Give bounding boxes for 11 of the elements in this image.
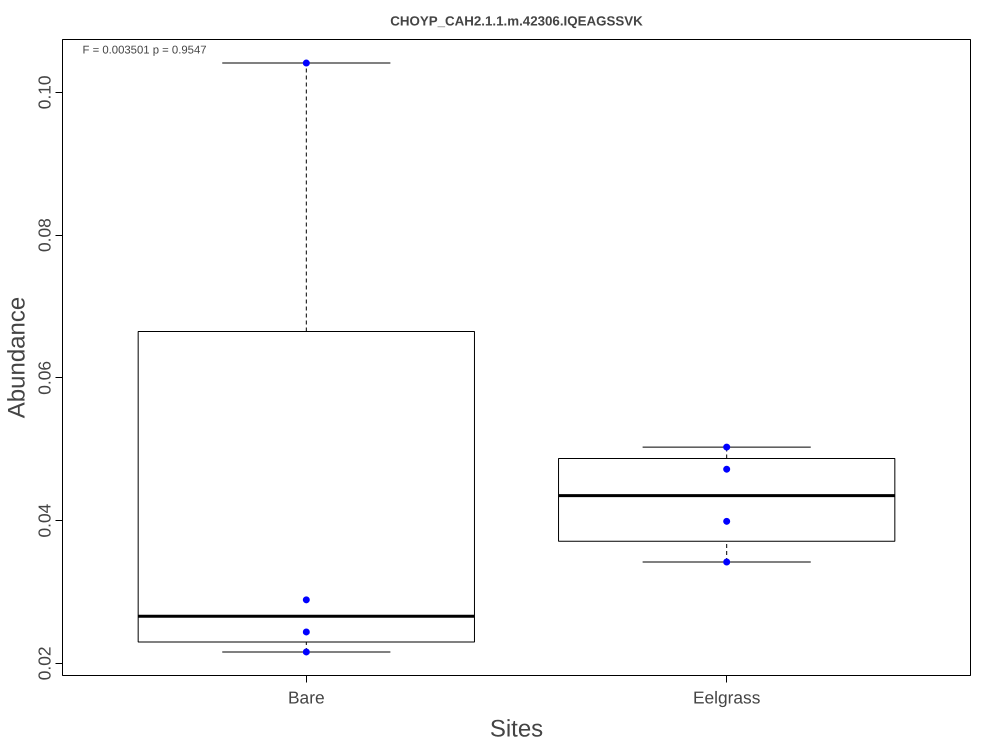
x-tick-label: Bare bbox=[288, 688, 325, 708]
y-tick-label: 0.02 bbox=[34, 646, 54, 680]
y-axis-title: Abundance bbox=[4, 296, 30, 418]
y-tick-label: 0.06 bbox=[34, 360, 54, 395]
x-tick-label: Eelgrass bbox=[692, 688, 761, 708]
y-tick-label: 0.04 bbox=[34, 503, 54, 538]
y-tick-label: 0.08 bbox=[34, 218, 54, 252]
x-axis-title: Sites bbox=[490, 716, 544, 742]
chart-title: CHOYP_CAH2.1.1.m.42306.IQEAGSSVK bbox=[390, 14, 644, 28]
y-tick-label: 0.10 bbox=[34, 75, 54, 110]
annotation: F = 0.003501 p = 0.9547 bbox=[82, 44, 207, 56]
